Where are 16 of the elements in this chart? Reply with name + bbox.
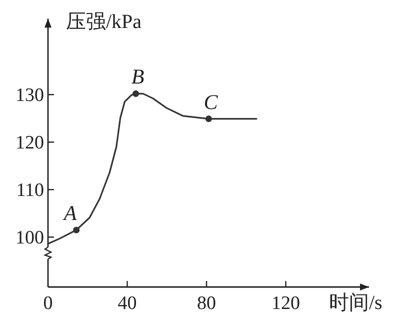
y-tick-label: 100: [16, 228, 44, 249]
y-tick-label: 130: [16, 85, 44, 106]
annotation: C: [204, 90, 219, 114]
x-tick-label: 80: [197, 293, 216, 314]
x-tick-label: 0: [43, 293, 53, 314]
y-tick-label: 110: [16, 180, 44, 202]
y-axis-title: 压强/kPa: [66, 11, 142, 33]
point: [73, 226, 80, 234]
x-axis-title: 时间/s: [329, 292, 383, 314]
point: [132, 90, 140, 97]
x-tick-label: 40: [118, 293, 137, 314]
annotation: A: [62, 200, 77, 225]
annotation: B: [131, 64, 144, 89]
y-tick-label: 120: [16, 132, 44, 154]
point: [205, 116, 212, 122]
x-tick-label: 120: [272, 293, 300, 314]
